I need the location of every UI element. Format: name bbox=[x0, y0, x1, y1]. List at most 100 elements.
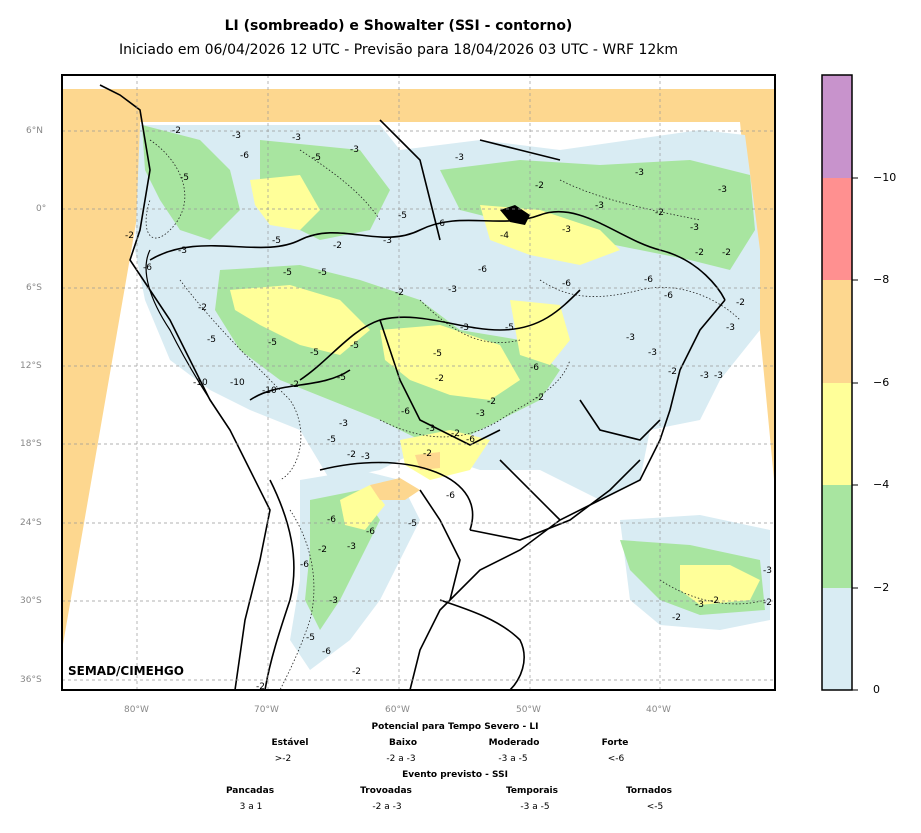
contour-label: -3 bbox=[595, 201, 604, 211]
colorbar-segment bbox=[822, 485, 852, 588]
lat-label-18s: 18°S bbox=[20, 439, 42, 449]
contour-label: -3 bbox=[763, 566, 772, 576]
contour-label: -2 bbox=[710, 596, 719, 606]
ssi-category-name: Temporais bbox=[505, 786, 559, 796]
lon-label-80w: 80°W bbox=[124, 705, 149, 715]
lat-label-12s: 12°S bbox=[20, 361, 42, 371]
colorbar-tick-label: 0 bbox=[873, 683, 880, 696]
contour-label: -6 bbox=[322, 647, 331, 657]
contour-label: -5 bbox=[433, 349, 442, 359]
contour-label: -4 bbox=[500, 231, 509, 241]
contour-label: -2 bbox=[198, 303, 207, 313]
contour-label: -2 bbox=[722, 248, 731, 258]
contour-label: -6 bbox=[664, 291, 673, 301]
contour-label: -6 bbox=[240, 151, 249, 161]
contour-label: -3 bbox=[460, 323, 469, 333]
contour-label: -3 bbox=[329, 596, 338, 606]
lon-label-50w: 50°W bbox=[516, 705, 541, 715]
ssi-legend-title: Evento previsto - SSI bbox=[402, 770, 508, 780]
contour-label: -5 bbox=[505, 323, 514, 333]
contour-label: -2 bbox=[352, 667, 361, 677]
colorbar-segment bbox=[822, 75, 852, 178]
colorbar-segment bbox=[822, 588, 852, 690]
contour-label: -5 bbox=[398, 211, 407, 221]
contour-label: -2 bbox=[347, 450, 356, 460]
chart-title: LI (sombreado) e Showalter (SSI - contor… bbox=[224, 18, 573, 34]
contour-label: -5 bbox=[272, 236, 281, 246]
contour-label: -5 bbox=[180, 173, 189, 183]
ssi-category-range: <-5 bbox=[646, 802, 664, 812]
lon-label-60w: 60°W bbox=[385, 705, 410, 715]
contour-label: -3 bbox=[232, 131, 241, 141]
contour-label: -2 bbox=[736, 298, 745, 308]
contour-label: -3 bbox=[700, 371, 709, 381]
contour-label: -2 bbox=[487, 397, 496, 407]
contour-label: -2 bbox=[535, 393, 544, 403]
ssi-category-name: Trovoadas bbox=[360, 786, 412, 796]
li-category-name: Forte bbox=[601, 738, 629, 748]
contour-label: -3 bbox=[455, 153, 464, 163]
contour-label: -5 bbox=[312, 153, 321, 163]
contour-label: -10 bbox=[262, 386, 277, 396]
contour-label: -2 bbox=[290, 380, 299, 390]
contour-label: -5 bbox=[306, 633, 315, 643]
li-category-range: -2 a -3 bbox=[386, 754, 416, 764]
contour-label: -2 bbox=[672, 613, 681, 623]
contour-label: -3 bbox=[178, 246, 187, 256]
li-category-name: Moderado bbox=[488, 738, 540, 748]
contour-label: -5 bbox=[408, 519, 417, 529]
contour-label: -6 bbox=[143, 263, 152, 273]
contour-label: -6 bbox=[466, 435, 475, 445]
contour-label: -5 bbox=[327, 435, 336, 445]
contour-label: -3 bbox=[718, 185, 727, 195]
contour-label: -6 bbox=[478, 265, 487, 275]
contour-label: -6 bbox=[327, 515, 336, 525]
contour-label: -3 bbox=[476, 409, 485, 419]
contour-label: -2 bbox=[763, 598, 772, 608]
lon-label-70w: 70°W bbox=[254, 705, 279, 715]
colorbar-segment bbox=[822, 383, 852, 485]
colorbar-segment bbox=[822, 280, 852, 383]
contour-label: -10 bbox=[230, 378, 245, 388]
contour-label: -3 bbox=[350, 145, 359, 155]
li-legend-title: Potencial para Tempo Severo - LI bbox=[371, 722, 539, 732]
colorbar-segment bbox=[822, 178, 852, 280]
contour-label: -2 bbox=[655, 208, 664, 218]
contour-label: -2 bbox=[668, 367, 677, 377]
colorbar-tick-label: −10 bbox=[873, 171, 897, 184]
lat-label-30s: 30°S bbox=[20, 596, 42, 606]
contour-label: -6 bbox=[530, 363, 539, 373]
contour-label: -6 bbox=[401, 407, 410, 417]
ssi-category-name: Tornados bbox=[625, 786, 673, 796]
contour-label: -5 bbox=[207, 335, 216, 345]
colorbar-tick-label: −6 bbox=[873, 376, 890, 389]
contour-label: -2 bbox=[435, 374, 444, 384]
contour-label: -5 bbox=[283, 268, 292, 278]
contour-label: -5 bbox=[318, 268, 327, 278]
contour-label: -6 bbox=[562, 279, 571, 289]
contour-label: -6 bbox=[446, 491, 455, 501]
contour-label: -2 bbox=[451, 429, 460, 439]
lon-label-40w: 40°W bbox=[646, 705, 671, 715]
contour-label: -6 bbox=[436, 219, 445, 229]
colorbar bbox=[821, 74, 858, 691]
map-credit: SEMAD/CIMEHGO bbox=[68, 664, 184, 678]
contour-label: -3 bbox=[339, 419, 348, 429]
contour-label: -6 bbox=[366, 527, 375, 537]
ssi-category-range: 3 a 1 bbox=[239, 802, 263, 812]
lat-label-24s: 24°S bbox=[20, 518, 42, 528]
contour-label: -10 bbox=[193, 378, 208, 388]
contour-label: -3 bbox=[292, 133, 301, 143]
contour-label: -3 bbox=[383, 236, 392, 246]
contour-label: -5 bbox=[310, 348, 319, 358]
contour-label: -2 bbox=[256, 682, 265, 692]
li-category-name: Estável bbox=[271, 738, 309, 748]
contour-label: -2 bbox=[395, 288, 404, 298]
contour-label: -3 bbox=[347, 542, 356, 552]
contour-label: -5 bbox=[268, 338, 277, 348]
contour-label: -3 bbox=[726, 323, 735, 333]
contour-label: -2 bbox=[172, 126, 181, 136]
contour-label: -2 bbox=[333, 241, 342, 251]
ssi-category-name: Pancadas bbox=[225, 786, 275, 796]
